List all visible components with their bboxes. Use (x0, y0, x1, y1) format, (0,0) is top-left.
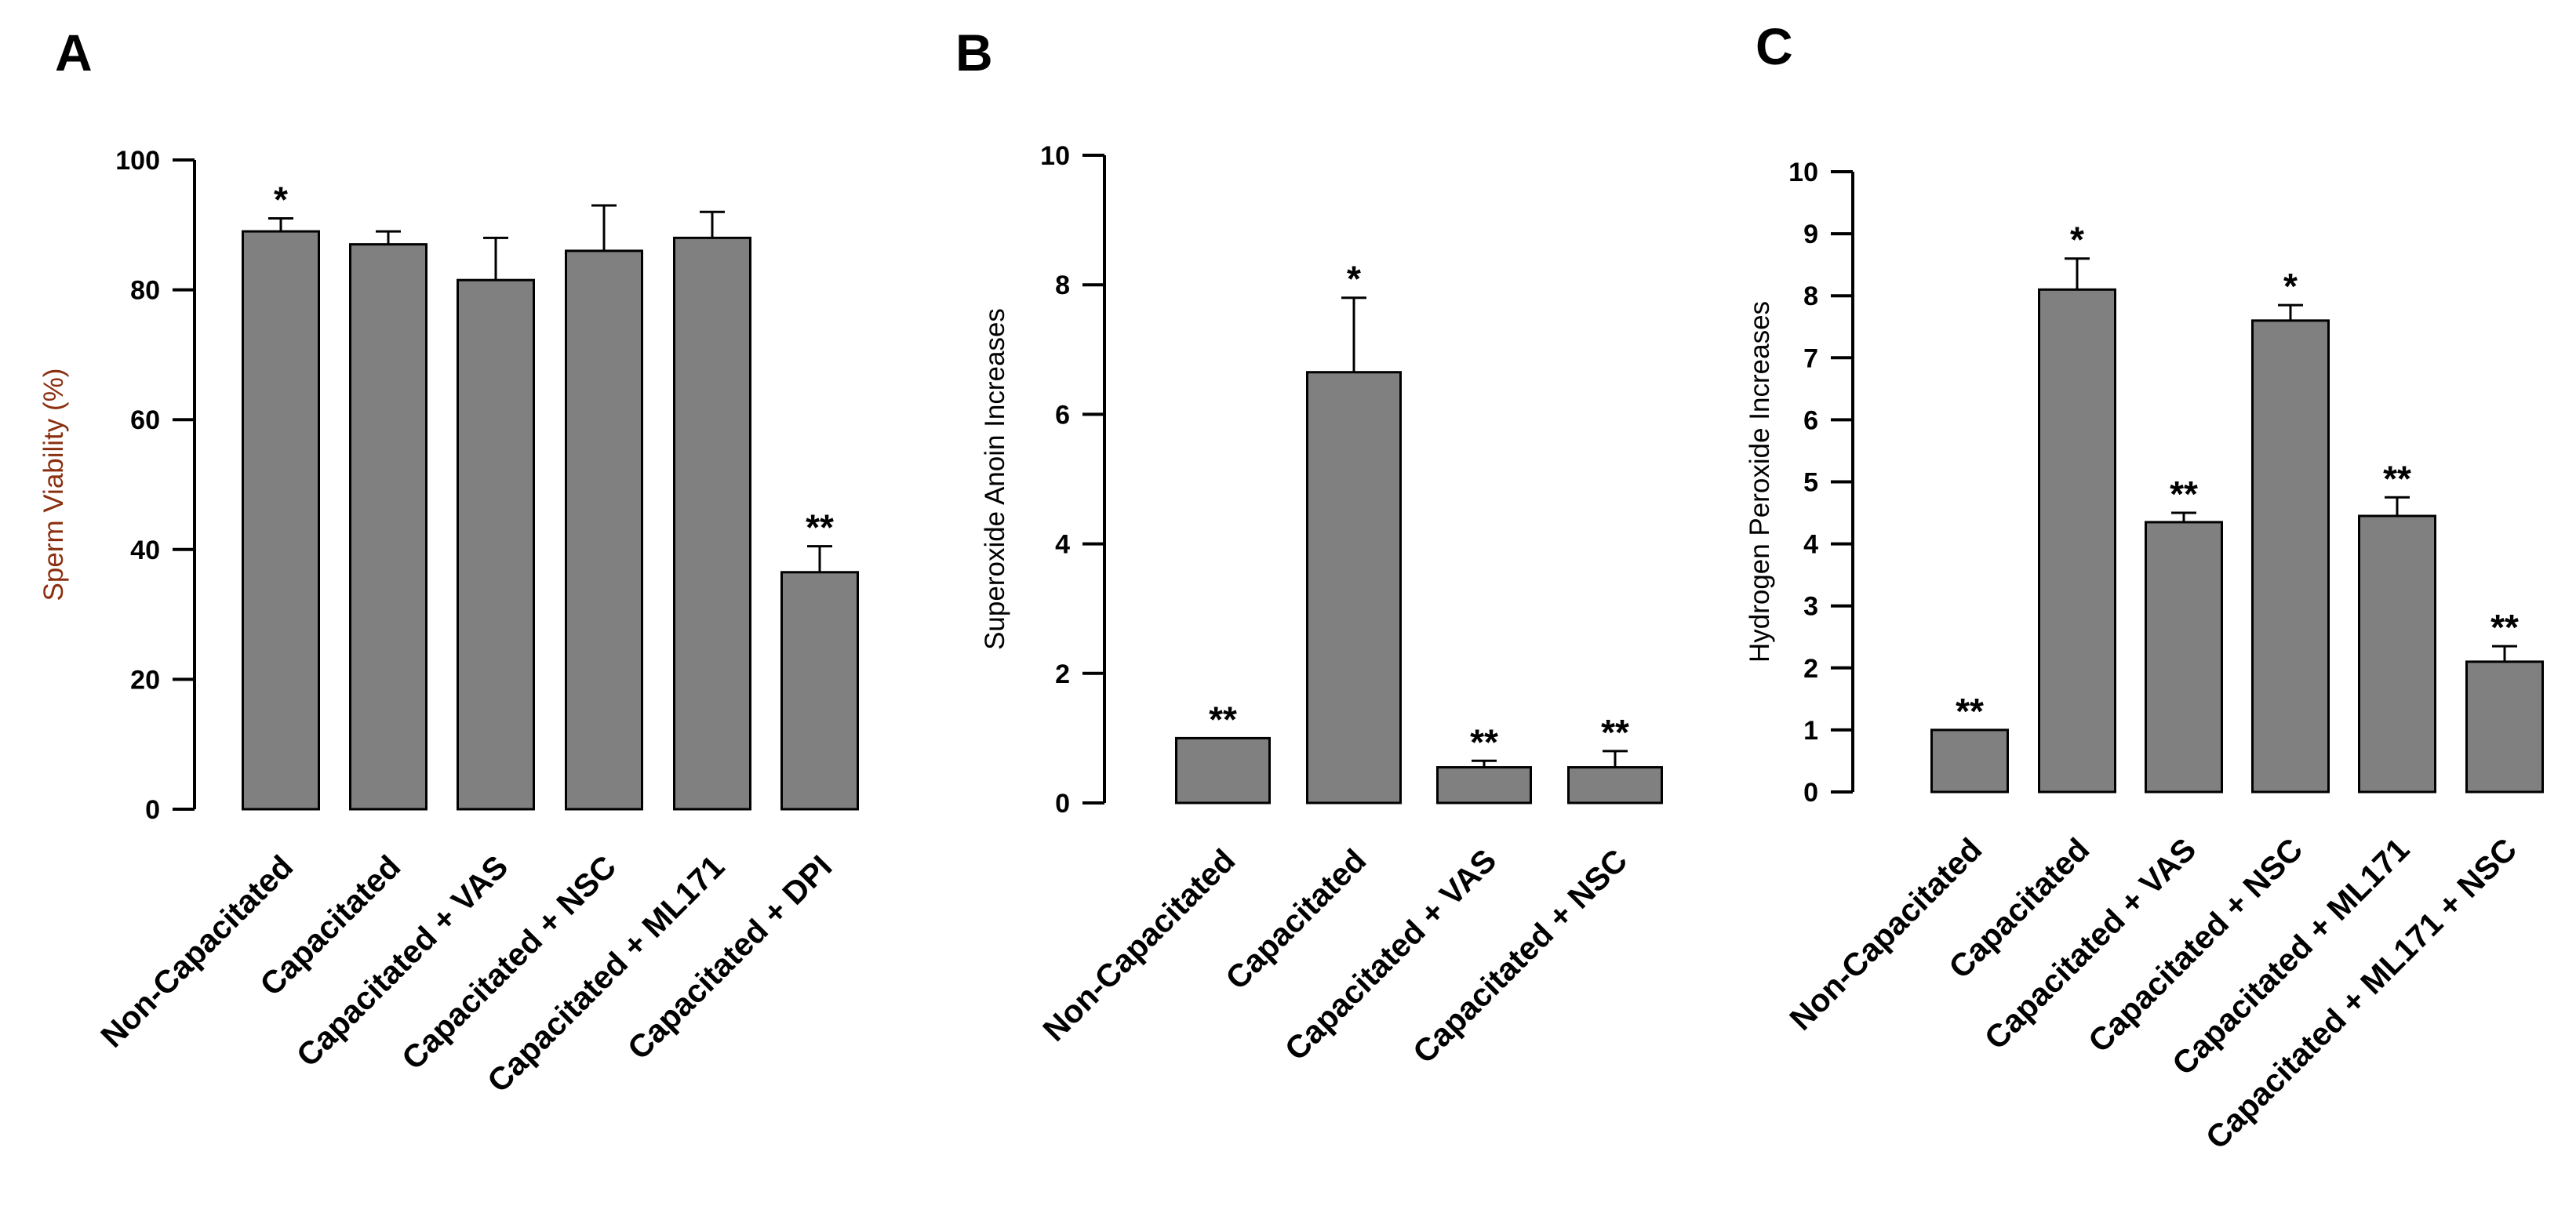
bar (2465, 660, 2544, 794)
y-tick-label: 6 (1055, 400, 1070, 430)
bar (565, 249, 643, 811)
y-tick-label: 8 (1055, 271, 1070, 300)
significance-mark: ** (1956, 691, 1984, 732)
y-tick-label: 1 (1803, 716, 1818, 746)
y-tick-label: 4 (1803, 530, 1818, 560)
significance-mark: ** (806, 507, 834, 548)
bar (242, 230, 320, 811)
y-tick-label: 10 (1040, 141, 1070, 171)
bar (349, 243, 428, 811)
panel-letter-a: A (55, 24, 93, 82)
y-axis-title: Sperm Viability (%) (38, 369, 69, 601)
significance-mark: * (2283, 266, 2298, 307)
y-tick-label: 6 (1803, 405, 1818, 435)
significance-mark: * (1347, 259, 1361, 300)
panel-letter-b: B (955, 24, 993, 82)
y-tick-label: 2 (1803, 654, 1818, 684)
y-tick-label: 3 (1803, 592, 1818, 622)
y-tick-label: 80 (130, 276, 160, 306)
significance-mark: ** (1209, 699, 1237, 739)
bar (2145, 521, 2223, 794)
significance-mark: ** (1470, 721, 1498, 762)
y-tick-label: 10 (1788, 158, 1818, 187)
y-tick-label: 20 (130, 665, 160, 695)
y-tick-label: 100 (115, 146, 160, 176)
y-tick-label: 5 (1803, 468, 1818, 498)
y-axis-title: Hydrogen Peroxide Increases (1745, 301, 1775, 663)
panel-letter-c: C (1756, 17, 1793, 75)
significance-mark: ** (1601, 712, 1629, 753)
bar (1306, 371, 1402, 804)
y-tick-label: 0 (145, 795, 160, 825)
y-tick-label: 60 (130, 405, 160, 435)
y-tick-label: 2 (1055, 659, 1070, 689)
significance-mark: ** (2383, 458, 2411, 499)
bar (1436, 766, 1532, 804)
y-tick-label: 0 (1803, 778, 1818, 808)
significance-mark: * (274, 180, 288, 220)
y-axis-title: Superoxide Anoin Increases (980, 308, 1010, 650)
y-tick-label: 40 (130, 536, 160, 565)
bar (2251, 319, 2330, 794)
bar (1175, 736, 1271, 804)
significance-mark: ** (2490, 607, 2519, 648)
bar (2358, 514, 2436, 794)
y-tick-label: 9 (1803, 220, 1818, 249)
y-tick-label: 7 (1803, 343, 1818, 373)
bar (1930, 728, 2009, 794)
bar (673, 236, 751, 811)
bar (1567, 766, 1663, 804)
bar (2038, 288, 2116, 794)
bar (457, 278, 535, 811)
y-tick-label: 0 (1055, 789, 1070, 819)
y-tick-label: 8 (1803, 281, 1818, 311)
significance-mark: ** (2170, 474, 2198, 514)
significance-mark: * (2070, 220, 2084, 260)
bar (780, 571, 859, 811)
y-tick-label: 4 (1055, 530, 1070, 560)
